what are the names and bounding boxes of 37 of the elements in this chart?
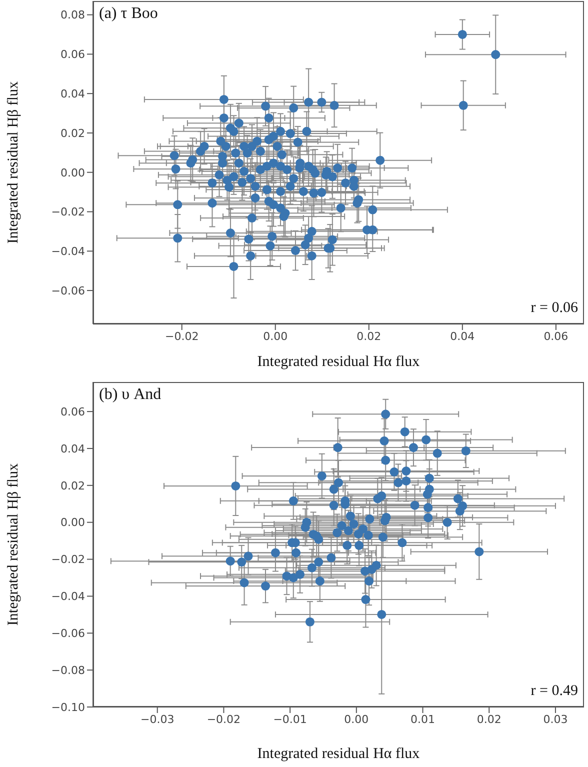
chart-title: (b) υ And	[99, 386, 162, 404]
y-tick-label: −0.02	[51, 553, 85, 566]
annotation: r = 0.49	[530, 683, 578, 700]
y-tick-label: −0.06	[51, 284, 85, 298]
x-tick-label: 0.03	[543, 712, 568, 726]
y-axis-title: Integrated residual Hβ flux	[5, 80, 22, 244]
x-axis-title: Integrated residual Hα flux	[256, 745, 421, 763]
y-tick-label: 0.02	[60, 479, 85, 492]
y-tick-label: −0.08	[51, 664, 85, 677]
y-tick-label: 0.04	[60, 442, 85, 456]
x-tick-label: 0.00	[263, 330, 288, 343]
y-tick-label: 0.06	[60, 405, 85, 418]
x-tick-label: 0.04	[450, 330, 475, 343]
y-tick-label: 0.02	[60, 126, 85, 140]
chart-title: (a) τ Boo	[99, 5, 158, 23]
y-tick-label: −0.02	[51, 206, 85, 219]
x-tick-label: 0.01	[410, 712, 436, 726]
y-tick-label: 0.06	[60, 48, 85, 62]
y-tick-label: 0.08	[60, 8, 85, 22]
annotation: r = 0.06	[530, 300, 578, 317]
x-tick-label: 0.02	[476, 712, 502, 726]
x-tick-label: −0.02	[206, 712, 241, 726]
y-tick-label: 0.00	[60, 516, 85, 530]
x-tick-label: 0.06	[544, 330, 568, 343]
x-axis-title: Integrated residual Hα flux	[256, 353, 421, 371]
y-tick-label: −0.04	[51, 245, 85, 258]
y-axis-title: Integrated residual Hβ flux	[5, 462, 22, 626]
y-tick-label: −0.04	[51, 590, 85, 604]
y-tick-label: −0.06	[51, 627, 85, 640]
x-tick-label: −0.03	[140, 712, 174, 726]
x-tick-label: −0.01	[273, 712, 307, 726]
y-tick-label: 0.04	[60, 87, 85, 100]
x-tick-label: 0.00	[344, 712, 369, 726]
y-tick-label: −0.10	[51, 700, 85, 714]
x-tick-label: −0.02	[164, 330, 199, 343]
x-tick-label: 0.02	[356, 330, 382, 343]
y-tick-label: 0.00	[60, 166, 85, 180]
